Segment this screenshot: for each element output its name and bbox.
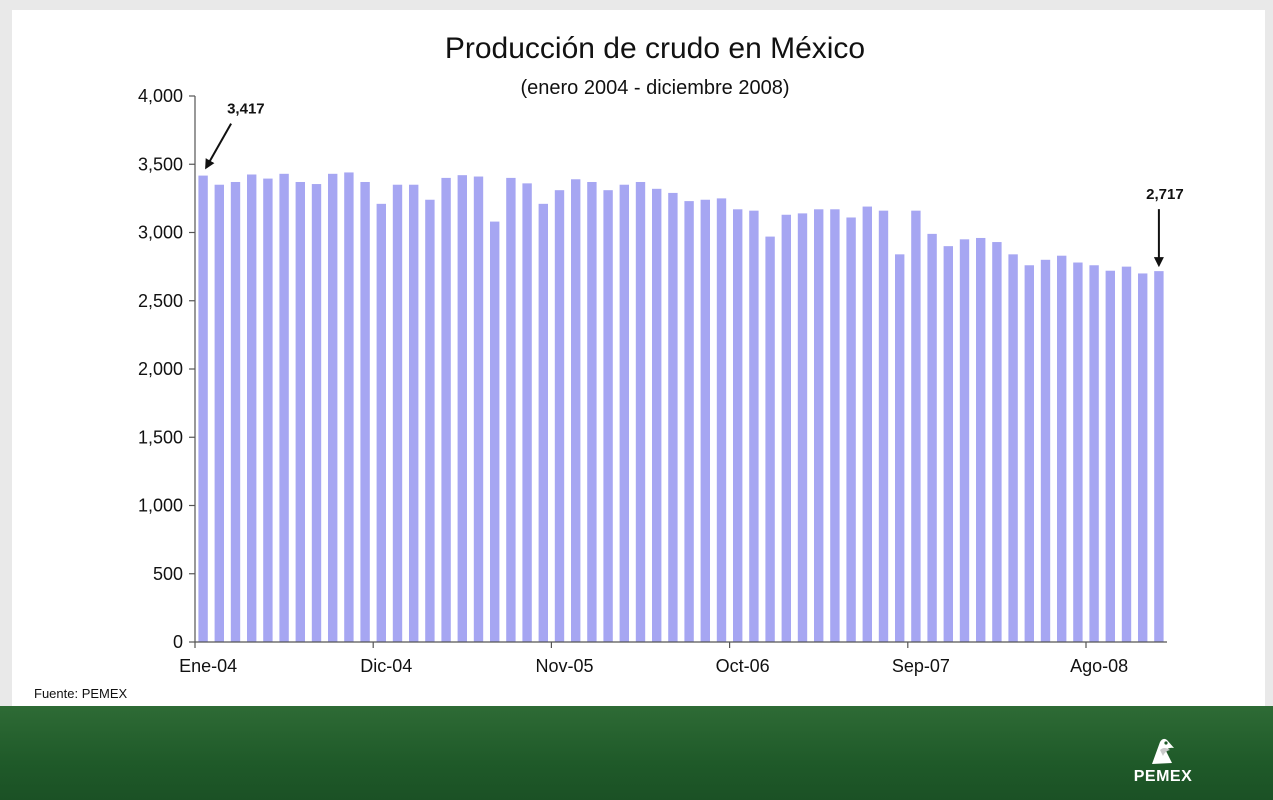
- bar: [1040, 259, 1051, 642]
- bar: [943, 246, 953, 642]
- x-tick-label: Dic-04: [360, 656, 412, 676]
- bar: [198, 175, 208, 642]
- bar: [619, 184, 629, 642]
- y-tick-label: 3,500: [138, 154, 183, 174]
- annotations: 3,417 2,717: [205, 101, 1184, 268]
- bar: [425, 199, 435, 643]
- slide: Producción de crudo en México (enero 200…: [12, 10, 1265, 706]
- x-tick-label: Sep-07: [892, 656, 950, 676]
- bar: [959, 239, 970, 642]
- bar: [1073, 262, 1083, 642]
- bar: [797, 213, 808, 642]
- bar: [911, 210, 921, 642]
- bar: [652, 188, 662, 642]
- bar: [895, 254, 905, 642]
- source-note: Fuente: PEMEX: [34, 686, 128, 701]
- bar: [846, 217, 856, 643]
- annotation-label: 3,417: [227, 101, 265, 118]
- bar: [976, 237, 986, 642]
- bar: [311, 184, 322, 643]
- bar: [1105, 270, 1115, 642]
- bar: [214, 184, 224, 642]
- bar: [441, 177, 451, 642]
- bar: [992, 242, 1002, 642]
- x-tick-label: Nov-05: [535, 656, 593, 676]
- bar: [263, 178, 273, 642]
- bar: [781, 214, 791, 642]
- bar: [668, 192, 678, 643]
- bar: [716, 198, 727, 642]
- bar: [538, 203, 548, 642]
- annotation-label: 2,717: [1146, 186, 1184, 203]
- brand-name: PEMEX: [1133, 768, 1193, 785]
- bar: [1008, 254, 1018, 642]
- y-tick-label: 2,500: [138, 291, 183, 311]
- bar: [733, 209, 743, 643]
- bars: [198, 172, 1164, 643]
- bar: [862, 206, 872, 642]
- bar: [814, 209, 824, 643]
- x-tick-label: Ago-08: [1070, 656, 1128, 676]
- y-tick-label: 500: [153, 564, 183, 584]
- bar: [295, 181, 305, 642]
- bar: [1138, 273, 1148, 642]
- bar: [571, 179, 581, 642]
- bar: [344, 172, 354, 642]
- bar: [1121, 266, 1132, 642]
- y-tick-label: 0: [173, 632, 183, 652]
- bar: [587, 181, 597, 642]
- bar: [1154, 271, 1164, 642]
- chart-subtitle: (enero 2004 - diciembre 2008): [520, 77, 789, 99]
- x-tick-label: Ene-04: [179, 656, 237, 676]
- pemex-eagle-icon: [1152, 738, 1174, 764]
- footer-band: PEMEX: [0, 706, 1273, 800]
- bar: [279, 173, 289, 642]
- bar: [1024, 265, 1034, 642]
- x-tick-label: Oct-06: [716, 656, 770, 676]
- bar: [360, 181, 370, 642]
- annotation-arrow: [205, 123, 232, 170]
- bar: [749, 210, 759, 642]
- bar: [230, 181, 241, 642]
- bar: [247, 174, 257, 643]
- y-tick-label: 1,500: [138, 427, 183, 447]
- brand-logo: PEMEX: [1123, 736, 1203, 786]
- chart-title: Producción de crudo en México: [445, 32, 865, 65]
- chart: Producción de crudo en México (enero 200…: [138, 32, 1184, 676]
- bar: [490, 221, 500, 642]
- bar: [765, 236, 775, 642]
- bar: [700, 199, 710, 643]
- y-tick-label: 1,000: [138, 496, 183, 516]
- bar: [409, 184, 419, 642]
- bar: [392, 184, 403, 642]
- bar: [473, 176, 484, 642]
- y-tick-label: 4,000: [138, 86, 183, 106]
- bar: [927, 233, 937, 643]
- y-tick-label: 3,000: [138, 223, 183, 243]
- bar: [457, 175, 467, 643]
- bar: [684, 201, 694, 643]
- bar: [1057, 255, 1067, 642]
- bar: [830, 209, 840, 643]
- y-axis: 0 500 1,000 1,500 2,000 2,500 3,000 3,500 4,000: [138, 86, 196, 652]
- bar: [328, 173, 338, 642]
- bar: [1089, 265, 1099, 642]
- y-tick-label: 2,000: [138, 359, 183, 379]
- bar: [522, 183, 532, 643]
- bar: [554, 190, 565, 642]
- bar: [635, 181, 646, 642]
- bar: [603, 190, 613, 642]
- bar: [376, 203, 386, 642]
- x-axis: Ene-04 Dic-04 Nov-05 Oct-06 Sep-07 Ago-08: [179, 641, 1167, 676]
- bar: [506, 177, 516, 642]
- bar: [878, 210, 889, 642]
